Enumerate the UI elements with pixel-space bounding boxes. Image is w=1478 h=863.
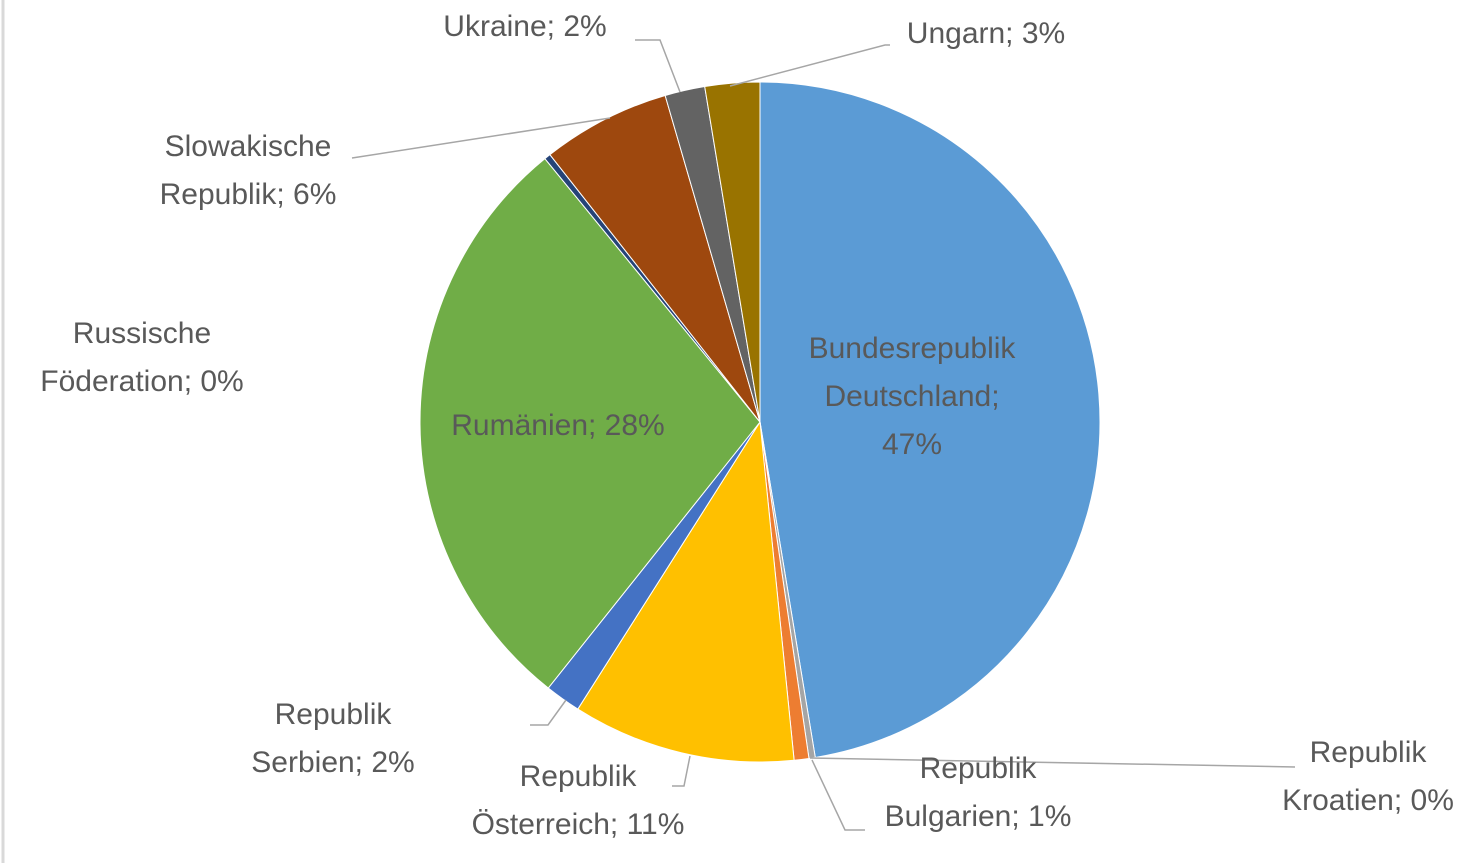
data-label-line: Bulgarien; 1% [885,800,1072,833]
data-label-line: Slowakische [165,130,332,163]
data-label-line: Republik [920,752,1038,785]
data-label: Bundesrepublik Deutschland; 47% [809,332,1017,461]
leader-line [809,757,1296,768]
data-label-line: Deutschland; [824,380,999,413]
pie-slice [759,81,1101,759]
leader-line [635,39,681,93]
leader-line [351,117,611,159]
data-label-line: Ukraine; 2% [443,10,606,43]
data-label: Republik Serbien; 2% [251,698,414,779]
data-label-line: Bundesrepublik [809,332,1017,365]
leader-line [672,755,691,787]
data-label-line: Föderation; 0% [40,365,243,398]
data-label-line: Republik [275,698,393,731]
data-label-line: Republik [1310,736,1428,769]
pie-slice [549,94,761,423]
data-label: Republik Österreich; 11% [472,760,685,841]
leader-line [530,699,567,726]
data-label: Rumänien; 28% [451,409,664,442]
pie-slice [577,420,795,763]
data-label: Ungarn; 3% [907,17,1065,50]
data-label-line: 47% [882,428,942,461]
data-label-line: Serbien; 2% [251,746,414,779]
data-label-line: Russische [73,317,211,350]
pie-slice [704,81,761,423]
pie-slice [419,157,761,689]
data-label-line: Kroatien; 0% [1282,784,1454,817]
data-label-line: Österreich; 11% [472,808,685,841]
data-label-line: Ungarn; 3% [907,17,1065,50]
data-label: Republik Bulgarien; 1% [885,752,1072,833]
leader-line [729,44,890,87]
data-label: Republik Kroatien; 0% [1282,736,1454,817]
data-label: Ukraine; 2% [443,10,606,43]
data-label-line: Rumänien; 28% [451,409,664,442]
data-label-line: Republik [520,760,638,793]
leader-line [811,759,865,831]
data-label: Russische Föderation; 0% [40,317,243,398]
data-label: Slowakische Republik; 6% [160,130,337,211]
data-label-line: Republik; 6% [160,178,337,211]
